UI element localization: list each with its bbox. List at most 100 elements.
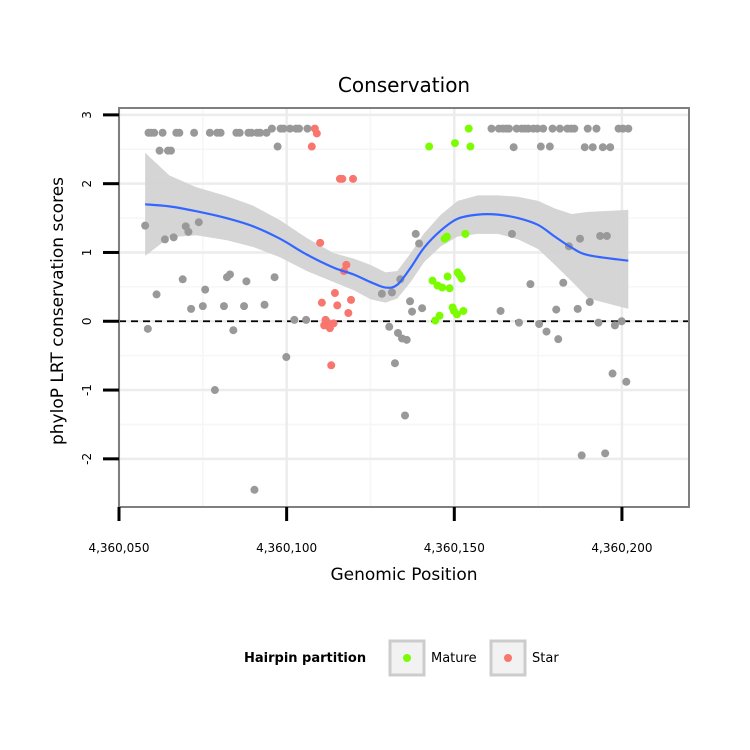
point-other bbox=[229, 326, 238, 335]
point-other bbox=[577, 451, 586, 460]
point-other bbox=[273, 142, 282, 151]
point-mature bbox=[459, 306, 468, 315]
point-other bbox=[406, 297, 415, 306]
point-other bbox=[418, 304, 427, 313]
point-mature bbox=[428, 276, 437, 285]
point-other bbox=[225, 270, 234, 279]
point-star bbox=[349, 174, 358, 183]
point-mature bbox=[445, 284, 454, 293]
point-other bbox=[160, 235, 169, 244]
point-other bbox=[583, 124, 592, 133]
point-other bbox=[219, 302, 228, 311]
point-other bbox=[624, 124, 633, 133]
point-mature bbox=[442, 232, 451, 241]
point-other bbox=[303, 124, 312, 133]
y-axis-title: phyloP LRT conservation scores bbox=[48, 177, 68, 445]
point-other bbox=[545, 142, 554, 151]
point-mature bbox=[425, 142, 434, 151]
legend-label-mature: Mature bbox=[431, 651, 477, 666]
legend-title: Hairpin partition bbox=[244, 651, 366, 666]
point-mature bbox=[452, 310, 461, 319]
point-star bbox=[307, 142, 316, 151]
point-star bbox=[344, 309, 353, 318]
point-other bbox=[596, 231, 605, 240]
point-other bbox=[178, 275, 187, 284]
point-other bbox=[415, 239, 424, 248]
point-other bbox=[260, 300, 269, 309]
point-other bbox=[282, 353, 291, 362]
point-other bbox=[548, 124, 557, 133]
point-other bbox=[573, 304, 582, 313]
point-mature bbox=[461, 229, 470, 238]
point-other bbox=[536, 142, 545, 151]
point-other bbox=[290, 315, 299, 324]
point-other bbox=[150, 128, 159, 137]
point-other bbox=[194, 218, 203, 227]
point-other bbox=[606, 143, 615, 152]
point-other bbox=[141, 221, 150, 230]
point-other bbox=[184, 227, 193, 236]
point-mature bbox=[464, 124, 473, 133]
point-mature bbox=[438, 283, 447, 292]
point-other bbox=[585, 297, 594, 306]
point-other bbox=[270, 273, 279, 282]
smooth-curve bbox=[145, 203, 629, 289]
point-other bbox=[295, 124, 304, 133]
point-other bbox=[402, 335, 411, 344]
point-other bbox=[143, 324, 152, 333]
point-other bbox=[158, 128, 167, 137]
x-tick-label: 4,360,100 bbox=[256, 541, 317, 555]
y-tick-label: 3 bbox=[80, 111, 94, 119]
point-star bbox=[338, 174, 347, 183]
plot-border bbox=[118, 107, 690, 508]
y-tick-label: -2 bbox=[80, 453, 94, 465]
x-tick-label: 4,360,050 bbox=[88, 541, 149, 555]
chart-title: Conservation bbox=[338, 73, 470, 97]
point-other bbox=[504, 124, 513, 133]
point-other bbox=[250, 485, 259, 494]
point-other bbox=[169, 233, 178, 242]
point-other bbox=[256, 128, 265, 137]
point-other bbox=[555, 124, 564, 133]
point-other bbox=[240, 302, 249, 311]
point-star bbox=[347, 295, 356, 304]
point-other bbox=[598, 143, 607, 152]
point-other bbox=[267, 124, 276, 133]
legend-item-mature: Mature bbox=[388, 639, 477, 677]
point-other bbox=[279, 124, 288, 133]
point-other bbox=[396, 275, 405, 284]
point-other bbox=[190, 128, 199, 137]
x-tick-label: 4,360,150 bbox=[424, 541, 485, 555]
point-other bbox=[166, 146, 175, 155]
y-tick-label: 1 bbox=[80, 249, 94, 257]
point-other bbox=[152, 290, 161, 299]
confidence-ribbon bbox=[145, 152, 629, 309]
point-other bbox=[210, 386, 219, 395]
point-other bbox=[526, 280, 535, 289]
point-other bbox=[602, 231, 611, 240]
point-other bbox=[622, 377, 631, 386]
x-axis-title: Genomic Position bbox=[330, 565, 477, 585]
data-points bbox=[141, 124, 633, 494]
y-tick-label: 2 bbox=[80, 180, 94, 188]
point-other bbox=[387, 288, 396, 297]
legend-item-star: Star bbox=[489, 639, 559, 677]
legend-swatch-mature bbox=[403, 654, 411, 662]
plot-background bbox=[119, 108, 689, 507]
smooth-curve-layer bbox=[145, 203, 629, 289]
point-other bbox=[592, 124, 601, 133]
point-other bbox=[608, 369, 617, 378]
point-other bbox=[496, 306, 505, 315]
point-other bbox=[390, 359, 399, 368]
point-other bbox=[576, 234, 585, 243]
point-other bbox=[385, 322, 394, 331]
x-tick-label: 4,360,200 bbox=[591, 541, 652, 555]
point-other bbox=[594, 318, 603, 327]
y-tick-label: -1 bbox=[80, 384, 94, 396]
point-other bbox=[554, 335, 563, 344]
plot-panel bbox=[119, 108, 689, 507]
point-other bbox=[247, 128, 256, 137]
point-other bbox=[588, 143, 597, 152]
point-other bbox=[393, 328, 402, 337]
